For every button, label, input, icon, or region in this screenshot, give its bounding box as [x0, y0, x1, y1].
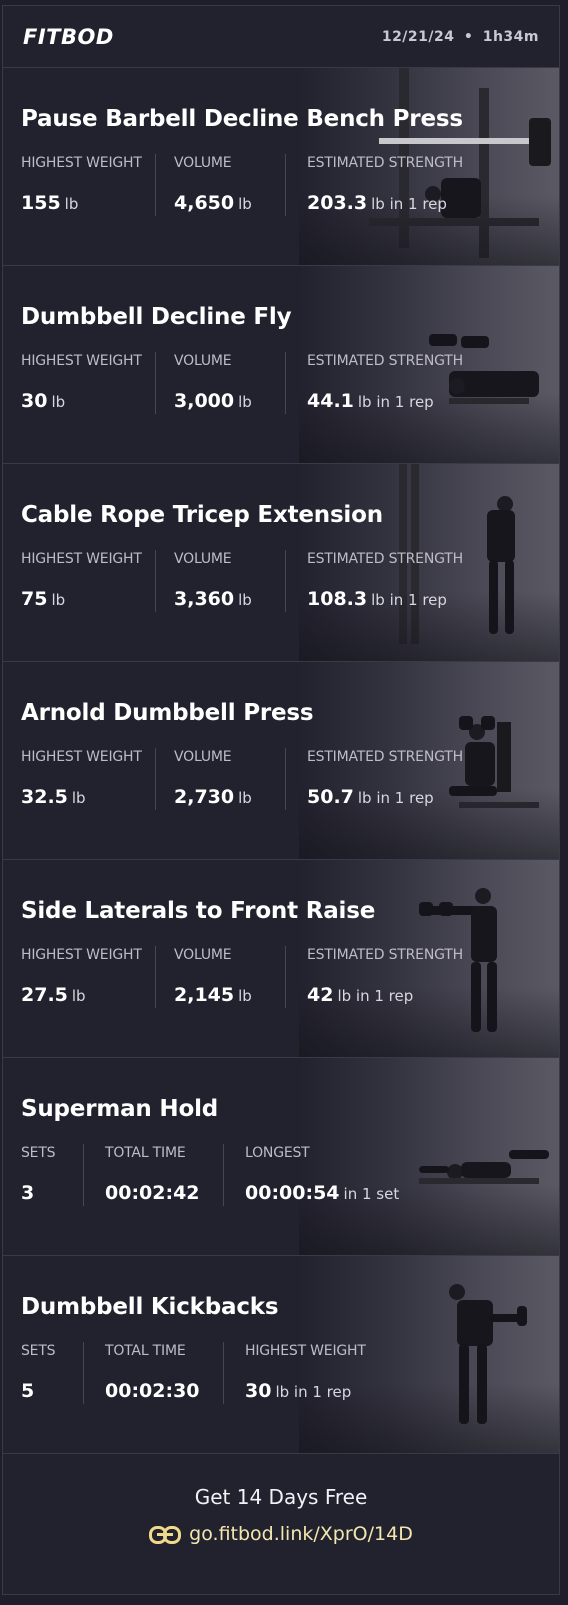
exercise-card[interactable]: Dumbbell Kickbacks SETS 5 TOTAL TIME 00:… [3, 1256, 559, 1454]
stat-sets: SETS 5 [21, 1343, 56, 1402]
header: FITBOD 12/21/24 • 1h34m [3, 6, 559, 68]
stat-sets: SETS 3 [21, 1145, 56, 1204]
superman-hold-photo [299, 1058, 559, 1255]
session-duration: 1h34m [482, 28, 539, 45]
exercise-title: Superman Hold [21, 1096, 219, 1122]
stat-volume: VOLUME 3,000 lb [155, 352, 285, 414]
exercise-title: Arnold Dumbbell Press [21, 700, 314, 726]
exercise-title: Dumbbell Decline Fly [21, 304, 292, 330]
stat-highest-weight: HIGHEST WEIGHT 27.5 lb [21, 947, 142, 1006]
exercise-card[interactable]: Dumbbell Decline Fly HIGHEST WEIGHT 30 lb… [3, 266, 559, 464]
stat-highest-weight: HIGHEST WEIGHT 75 lb [21, 551, 142, 610]
stat-longest: LONGEST 00:00:54 in 1 set [223, 1144, 523, 1206]
footer: Get 14 Days Free go.fitbod.link/XprO/14D [3, 1455, 559, 1594]
stat-total-time: TOTAL TIME 00:02:42 [83, 1144, 223, 1206]
barbell-bench-press-photo [299, 68, 559, 265]
session-info: 12/21/24 • 1h34m [382, 29, 539, 45]
stat-estimated-strength: ESTIMATED STRENGTH 108.3 lb in 1 rep [285, 550, 535, 612]
exercise-stats: HIGHEST WEIGHT 30 lb VOLUME 3,000 lb ESTIM… [3, 352, 559, 414]
stat-highest-weight: HIGHEST WEIGHT 155 lb [21, 155, 142, 214]
exercise-title: Dumbbell Kickbacks [21, 1294, 279, 1320]
session-date: 12/21/24 [381, 28, 455, 45]
promo-link-text[interactable]: go.fitbod.link/XprO/14D [189, 1523, 413, 1545]
workout-summary: FITBOD 12/21/24 • 1h34m Pause Barbell De… [2, 5, 560, 1595]
exercise-title: Side Laterals to Front Raise [21, 898, 376, 924]
dumbbell-kickback-photo [299, 1256, 559, 1453]
free-trial-cta[interactable]: Get 14 Days Free [194, 1485, 368, 1509]
session-separator: • [463, 28, 474, 45]
fitbod-logo: FITBOD [23, 24, 114, 49]
stat-estimated-strength: ESTIMATED STRENGTH 203.3 lb in 1 rep [285, 154, 535, 216]
link-icon [149, 1526, 182, 1544]
exercise-stats: SETS 3 TOTAL TIME 00:02:42 LONGEST 00:00… [3, 1144, 559, 1206]
exercise-stats: HIGHEST WEIGHT 75 lb VOLUME 3,360 lb ESTIM… [3, 550, 559, 612]
exercise-card[interactable]: Side Laterals to Front Raise HIGHEST WEI… [3, 860, 559, 1058]
stat-volume: VOLUME 3,360 lb [155, 550, 285, 612]
dumbbell-fly-photo [299, 266, 559, 463]
stat-total-time: TOTAL TIME 00:02:30 [83, 1342, 223, 1404]
stat-estimated-strength: ESTIMATED STRENGTH 50.7 lb in 1 rep [285, 748, 535, 810]
exercise-title: Cable Rope Tricep Extension [21, 502, 383, 528]
stat-highest-weight: HIGHEST WEIGHT 30 lb in 1 rep [223, 1342, 523, 1404]
exercise-title: Pause Barbell Decline Bench Press [21, 106, 463, 132]
exercise-stats: SETS 5 TOTAL TIME 00:02:30 HIGHEST WEIGH… [3, 1342, 559, 1404]
exercise-card[interactable]: Cable Rope Tricep Extension HIGHEST WEIG… [3, 464, 559, 662]
stat-volume: VOLUME 2,730 lb [155, 748, 285, 810]
stat-volume: VOLUME 2,145 lb [155, 946, 285, 1008]
exercise-stats: HIGHEST WEIGHT 32.5 lb VOLUME 2,730 lb EST… [3, 748, 559, 810]
stat-estimated-strength: ESTIMATED STRENGTH 44.1 lb in 1 rep [285, 352, 535, 414]
stat-estimated-strength: ESTIMATED STRENGTH 42 lb in 1 rep [285, 946, 535, 1008]
exercise-card[interactable]: Superman Hold SETS 3 TOTAL TIME 00:02:42… [3, 1058, 559, 1256]
lateral-raise-photo [299, 860, 559, 1057]
cable-tricep-photo [299, 464, 559, 661]
arnold-press-photo [299, 662, 559, 859]
stat-highest-weight: HIGHEST WEIGHT 32.5 lb [21, 749, 142, 808]
exercise-stats: HIGHEST WEIGHT 155 lb VOLUME 4,650 lb ESTI… [3, 154, 559, 216]
stat-volume: VOLUME 4,650 lb [155, 154, 285, 216]
promo-link[interactable]: go.fitbod.link/XprO/14D [3, 1523, 559, 1545]
stat-highest-weight: HIGHEST WEIGHT 30 lb [21, 353, 142, 412]
exercise-card[interactable]: Arnold Dumbbell Press HIGHEST WEIGHT 32.… [3, 662, 559, 860]
exercise-card[interactable]: Pause Barbell Decline Bench Press HIGHES… [3, 68, 559, 266]
exercise-stats: HIGHEST WEIGHT 27.5 lb VOLUME 2,145 lb EST… [3, 946, 559, 1008]
